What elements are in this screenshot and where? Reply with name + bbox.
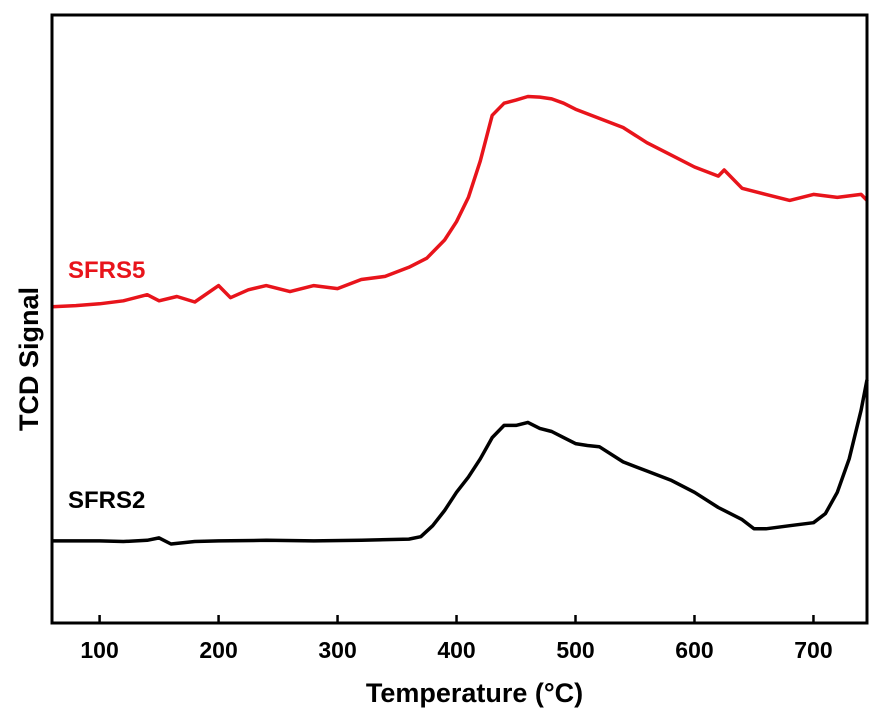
y-axis-title: TCD Signal	[14, 287, 44, 431]
x-axis-title: Temperature (°C)	[366, 678, 583, 708]
series-label-sfrs5: SFRS5	[68, 257, 145, 284]
x-tick-label: 500	[556, 637, 594, 663]
x-tick-label: 600	[675, 637, 713, 663]
x-tick-label: 200	[199, 637, 237, 663]
x-tick-label: 300	[318, 637, 356, 663]
x-tick-label: 100	[80, 637, 118, 663]
plot-frame	[50, 13, 869, 625]
plot-lines	[51, 94, 869, 546]
series-label-sfrs2: SFRS2	[68, 487, 145, 514]
x-tick-label: 700	[794, 637, 832, 663]
x-tick-label: 400	[437, 637, 475, 663]
x-axis-ticks: 100 200 300 400 500 600 700	[80, 615, 833, 663]
series-labels: SFRS5 SFRS2	[68, 257, 145, 514]
series-line-sfrs2	[52, 379, 869, 546]
series-line-sfrs5	[51, 94, 869, 309]
